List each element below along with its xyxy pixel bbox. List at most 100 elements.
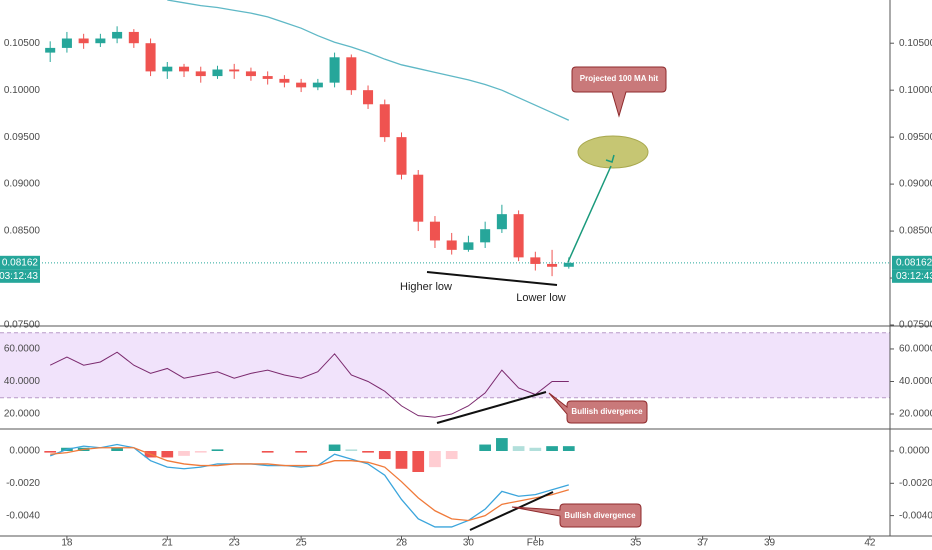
histogram-bar xyxy=(512,446,525,451)
y-tick-label: 0.0000 xyxy=(9,446,40,457)
x-tick-label: 23 xyxy=(229,538,241,549)
histogram-bar xyxy=(529,447,542,451)
line xyxy=(49,443,569,528)
line xyxy=(49,351,569,418)
histogram-bar xyxy=(161,451,174,458)
x-tick-label: 37 xyxy=(697,538,709,549)
histogram-bar xyxy=(445,451,458,460)
countdown-tag xyxy=(892,269,932,283)
x-tick-label: Feb xyxy=(527,538,545,549)
countdown-label: 03:12:43 xyxy=(896,271,932,282)
trend-line xyxy=(426,271,558,286)
candle-body xyxy=(145,43,156,72)
y-tick-label: 20.0000 xyxy=(899,409,932,420)
y-tick-label: -0.0040 xyxy=(899,510,932,521)
y-tick-label: 60.0000 xyxy=(4,344,41,355)
trend-line xyxy=(436,391,547,424)
histogram-bar xyxy=(194,451,207,453)
histogram-bar xyxy=(261,451,274,453)
price-tag-label: 0.08162 xyxy=(896,257,932,268)
candle-body xyxy=(530,257,541,264)
histogram-bar xyxy=(345,449,358,451)
candle-body xyxy=(480,229,491,243)
histogram-bar xyxy=(295,451,307,453)
candle-body xyxy=(429,221,440,241)
y-tick-label: -0.0020 xyxy=(899,478,932,489)
candle-body xyxy=(463,242,474,250)
projection-arrow xyxy=(567,165,612,263)
candle-body xyxy=(45,47,56,53)
candle-body xyxy=(78,38,89,44)
line xyxy=(50,447,569,522)
candle-body xyxy=(496,214,507,230)
candle-body xyxy=(112,31,123,39)
y-tick-label: 0.08500 xyxy=(4,226,41,237)
histogram-bar xyxy=(496,438,508,451)
y-tick-label: 0.10000 xyxy=(899,85,932,96)
candle-body xyxy=(312,82,323,88)
candle-body xyxy=(245,71,256,77)
callout xyxy=(511,503,642,528)
annotation: Higher low xyxy=(400,281,452,293)
price-tag xyxy=(0,255,40,270)
y-tick-label: 0.09500 xyxy=(899,132,932,143)
x-tick-label: 25 xyxy=(296,538,308,549)
histogram-bar xyxy=(429,451,441,468)
target-zone xyxy=(577,135,649,169)
histogram-bar xyxy=(328,444,341,451)
y-tick-label: 0.08500 xyxy=(899,226,932,237)
candle-body xyxy=(346,57,357,91)
trend-line xyxy=(469,491,554,531)
candle-body xyxy=(446,240,457,250)
histogram-bar xyxy=(211,449,224,451)
candle-body xyxy=(262,76,273,79)
candle-body xyxy=(296,82,307,88)
y-tick-label: 0.07500 xyxy=(4,320,41,331)
candle-body xyxy=(413,174,424,222)
y-tick-label: 20.0000 xyxy=(4,409,41,420)
price-tag-label: 0.08162 xyxy=(2,257,39,268)
histogram-bar xyxy=(395,451,408,469)
y-tick-label: 0.0000 xyxy=(899,446,930,457)
callout xyxy=(571,66,667,118)
callout xyxy=(548,392,648,424)
candle-body xyxy=(547,263,558,267)
x-tick-label: 42 xyxy=(864,538,876,549)
marks-layer xyxy=(44,0,575,528)
y-tick-label: 0.09000 xyxy=(899,179,932,190)
y-tick-label: 0.07500 xyxy=(899,320,932,331)
candle-body xyxy=(396,137,407,175)
x-tick-label: 21 xyxy=(162,538,174,549)
arrow-head xyxy=(605,154,615,163)
price-tag xyxy=(892,255,932,270)
band xyxy=(0,332,890,398)
histogram-bar xyxy=(479,444,492,451)
countdown-label: 03:12:43 xyxy=(0,271,38,282)
x-tick-label: 28 xyxy=(396,538,408,549)
candle-body xyxy=(162,66,173,72)
histogram-bar xyxy=(178,451,190,456)
histogram-bar xyxy=(562,446,575,451)
y-tick-label: -0.0040 xyxy=(6,510,40,521)
y-tick-label: 0.10500 xyxy=(4,38,41,49)
x-tick-label: 18 xyxy=(61,538,73,549)
histogram-bar xyxy=(546,446,558,451)
y-tick-label: 0.10000 xyxy=(4,85,41,96)
candle-body xyxy=(179,66,190,72)
background-layer xyxy=(0,262,890,399)
candle-body xyxy=(61,38,72,48)
callout-text: Bullish divergence xyxy=(571,407,643,416)
y-tick-label: -0.0020 xyxy=(6,478,40,489)
histogram-bar xyxy=(412,451,425,472)
candle-body xyxy=(363,90,374,105)
callout-text: Projected 100 MA hit xyxy=(580,74,659,83)
annotation: Lower low xyxy=(516,292,566,304)
candle-body xyxy=(128,31,139,44)
candle-body xyxy=(513,214,524,258)
y-tick-label: 40.0000 xyxy=(4,376,41,387)
candle-body xyxy=(95,38,106,44)
callout-text: Bullish divergence xyxy=(564,511,636,520)
y-tick-label: 0.09000 xyxy=(4,179,41,190)
